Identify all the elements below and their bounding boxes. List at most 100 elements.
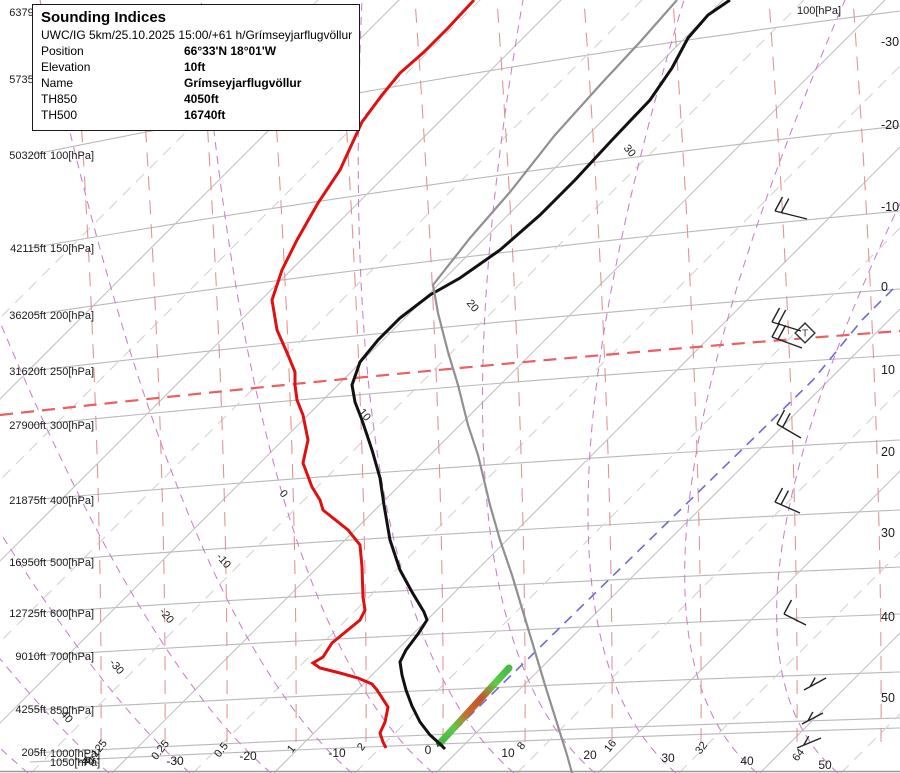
isobar-line bbox=[29, 509, 900, 563]
pressure-axis-label: 600[hPa] bbox=[50, 608, 94, 620]
wind-barb-stroke bbox=[771, 336, 803, 349]
wind-barb-stroke bbox=[771, 307, 781, 323]
wind-barb bbox=[771, 307, 802, 332]
isobar-line bbox=[29, 671, 900, 711]
wind-barb-stroke bbox=[803, 677, 827, 691]
wind-barb-stroke bbox=[796, 737, 822, 749]
moist-adiabat-line bbox=[39, 0, 353, 773]
indices-row-label: Name bbox=[41, 76, 74, 90]
altitude-axis-label: 4255ft bbox=[15, 704, 46, 716]
mixing-ratio-label: 8 bbox=[515, 740, 528, 752]
indices-row-value: 66°33'N 18°01'W bbox=[184, 44, 277, 58]
wind-barb bbox=[783, 599, 807, 626]
temperature-axis-label-right: -30 bbox=[881, 35, 899, 49]
wind-barb-stroke bbox=[780, 490, 790, 505]
moist-adiabat-label: 0 bbox=[277, 488, 290, 500]
surface-mixing-line bbox=[442, 283, 899, 743]
mixing-ratio-line bbox=[852, 0, 882, 743]
temperature-axis-label-bottom: -20 bbox=[239, 749, 257, 763]
tropopause-marker: T bbox=[794, 322, 816, 344]
indices-row-value: 16740ft bbox=[184, 108, 226, 122]
panel-subtitle: UWC/IG 5km/25.10.2025 15:00/+61 h/Grímse… bbox=[41, 28, 353, 42]
indices-row: Position 66°33'N 18°01'W bbox=[41, 44, 301, 60]
isotherm-line bbox=[0, 0, 562, 562]
mixing-ratio-line bbox=[496, 0, 526, 743]
isotherm-line bbox=[435, 308, 900, 773]
mixing-ratio-line bbox=[583, 0, 613, 743]
isobar-line bbox=[29, 727, 900, 763]
moist-adiabat-line bbox=[587, 0, 685, 773]
temperature-axis-label-bottom: 0 bbox=[425, 743, 432, 757]
isobar-line bbox=[29, 125, 900, 249]
mixing-ratio-label: 2 bbox=[355, 741, 368, 753]
altitude-axis-label: 12725ft bbox=[9, 608, 46, 620]
wind-barb-stroke bbox=[774, 487, 784, 503]
pressure-axis-label: 400[hPa] bbox=[50, 495, 94, 507]
isotherm-line-dashed bbox=[516, 389, 900, 773]
mixing-ratio-line bbox=[768, 0, 798, 743]
isobar-line bbox=[29, 354, 900, 426]
isotherm-line bbox=[597, 470, 900, 773]
wind-barb-stroke bbox=[780, 198, 790, 213]
highlight-energy-segment bbox=[436, 664, 513, 747]
wind-barb bbox=[774, 196, 808, 220]
temperature-axis-label-bottom: -10 bbox=[328, 746, 346, 760]
wind-barb-stroke bbox=[771, 321, 802, 332]
moist-adiabat-line bbox=[0, 531, 191, 773]
pressure-axis-label: 1050[hPa] bbox=[50, 757, 100, 769]
wind-barb-stroke bbox=[776, 423, 802, 439]
pressure-axis-label: 200[hPa] bbox=[50, 310, 94, 322]
isobar-line bbox=[29, 288, 900, 372]
isotherm-line bbox=[111, 0, 886, 773]
pressure-axis-label-top: 100[hPa] bbox=[797, 5, 841, 17]
isotherm-line bbox=[759, 632, 900, 773]
temperature-axis-label-right: 0 bbox=[881, 280, 888, 294]
pressure-axis-label: 100[hPa] bbox=[50, 150, 94, 162]
wind-barb-stroke bbox=[774, 210, 808, 220]
isotherm-line-dashed bbox=[678, 551, 900, 773]
temperature-axis-label-right: -10 bbox=[881, 200, 899, 214]
pressure-axis-label: 850[hPa] bbox=[50, 705, 94, 717]
temperature-axis-label-bottom: 10 bbox=[501, 746, 515, 760]
moist-adiabat-line bbox=[481, 0, 596, 773]
indices-row-label: TH500 bbox=[41, 108, 78, 122]
altitude-axis-label: 9010ft bbox=[15, 651, 46, 663]
indices-row-label: TH850 bbox=[41, 92, 78, 106]
indices-row-label: Position bbox=[41, 44, 84, 58]
wind-barb-stroke bbox=[807, 711, 814, 722]
wind-barb bbox=[796, 735, 822, 749]
wind-barb-stroke bbox=[771, 322, 781, 338]
wind-barb-stroke bbox=[801, 712, 824, 725]
isotherm-line bbox=[273, 146, 900, 773]
panel-title: Sounding Indices bbox=[41, 9, 167, 26]
mixing-ratio-line bbox=[672, 0, 702, 743]
temperature-axis-label-right: 50 bbox=[881, 691, 895, 705]
wind-barb-stroke bbox=[783, 613, 807, 626]
wind-barb bbox=[803, 677, 827, 691]
moist-adiabat-line bbox=[776, 202, 900, 773]
isobar-line bbox=[29, 613, 900, 657]
altitude-axis-label: 16950ft bbox=[9, 557, 46, 569]
pressure-axis-label: 1000[hPa] bbox=[50, 748, 100, 760]
moist-adiabat-line bbox=[357, 0, 515, 773]
dewpoint-curve bbox=[270, 0, 476, 749]
wind-barb-stroke bbox=[783, 599, 793, 615]
wind-barb-stroke bbox=[777, 324, 787, 340]
altitude-axis-label: 36205ft bbox=[9, 310, 46, 322]
isotherm-line bbox=[0, 0, 724, 724]
tropopause-diamond bbox=[794, 322, 816, 344]
pressure-axis-label: 250[hPa] bbox=[50, 366, 94, 378]
temperature-axis-label-right: -20 bbox=[881, 118, 899, 132]
mixing-ratio-label: 64 bbox=[790, 747, 807, 764]
mixing-ratio-label: 32 bbox=[693, 740, 710, 757]
indices-row-label: Elevation bbox=[41, 60, 91, 74]
temperature-axis-label-bottom: 50 bbox=[818, 758, 832, 772]
indices-row: Elevation 10ft bbox=[41, 60, 301, 76]
indices-row-value: 4050ft bbox=[184, 92, 219, 106]
wind-barb-stroke bbox=[781, 412, 791, 428]
indices-row: TH850 4050ft bbox=[41, 92, 301, 108]
temperature-curve bbox=[350, 0, 731, 751]
isobar-line bbox=[29, 566, 900, 614]
isobar-line bbox=[29, 717, 900, 754]
wind-barb bbox=[801, 711, 824, 725]
